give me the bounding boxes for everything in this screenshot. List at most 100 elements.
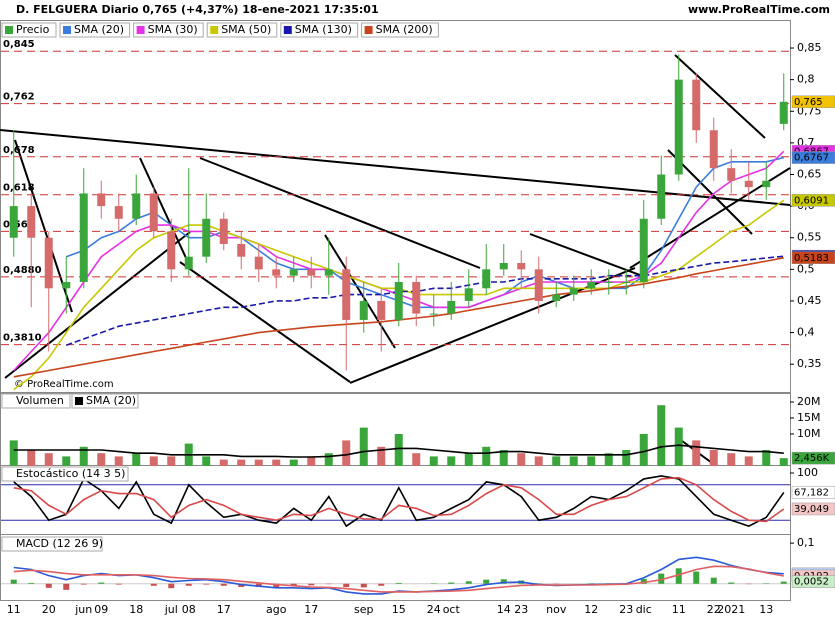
volume-bar bbox=[552, 456, 561, 466]
x-tick-label: 12 bbox=[584, 603, 598, 616]
y-tick-label: 0,4 bbox=[797, 326, 815, 339]
legend-box bbox=[206, 22, 278, 38]
legend-swatch bbox=[364, 26, 373, 34]
candle-body bbox=[377, 300, 386, 320]
legend-box bbox=[1, 466, 129, 482]
volume-bar bbox=[289, 459, 298, 466]
candle-body bbox=[342, 269, 351, 320]
value-tag bbox=[791, 251, 835, 265]
histogram-bar bbox=[63, 583, 70, 590]
candle-body bbox=[412, 281, 421, 314]
candle-body bbox=[394, 281, 403, 320]
volume-bar bbox=[569, 456, 578, 466]
candle-body bbox=[709, 130, 718, 169]
histogram-bar bbox=[710, 577, 717, 584]
value-tag bbox=[791, 95, 835, 109]
sma-line bbox=[66, 255, 784, 346]
volume-bar bbox=[394, 434, 403, 466]
candle-body bbox=[429, 313, 438, 315]
histogram-bar bbox=[220, 583, 227, 586]
value-tag-label: 0,6091 bbox=[794, 195, 829, 206]
x-tick-label: ago bbox=[266, 603, 287, 616]
candle-body bbox=[604, 281, 613, 283]
candle-body bbox=[219, 218, 228, 245]
histogram-bar bbox=[658, 573, 665, 584]
legend-swatch bbox=[5, 26, 13, 34]
legend-box bbox=[59, 22, 131, 38]
histogram-bar bbox=[80, 583, 87, 585]
volume-sma-line bbox=[13, 444, 784, 458]
volume-bar bbox=[744, 456, 753, 466]
x-tick-label: 13 bbox=[759, 603, 773, 616]
histogram-bar bbox=[45, 583, 52, 588]
y-tick-label: 10M bbox=[797, 427, 821, 440]
candle-body bbox=[779, 101, 788, 124]
x-tick-label: 22 bbox=[707, 603, 721, 616]
legend-swatch bbox=[210, 26, 219, 34]
volume-bar bbox=[114, 456, 123, 466]
legend-label: SMA (50) bbox=[221, 23, 271, 36]
volume-bar bbox=[412, 453, 421, 466]
candle-body bbox=[762, 180, 771, 188]
legend-label: SMA (20) bbox=[86, 394, 136, 407]
legend-box bbox=[1, 393, 71, 409]
histogram-bar bbox=[98, 582, 105, 584]
histogram-bar bbox=[465, 581, 472, 584]
x-tick-label: 20 bbox=[42, 603, 56, 616]
candle-body bbox=[622, 281, 631, 283]
value-tag-label: 67,182 bbox=[794, 487, 829, 498]
volume-bar bbox=[779, 458, 788, 466]
x-tick-label: 18 bbox=[129, 603, 143, 616]
x-tick-label: 11 bbox=[672, 603, 686, 616]
volume-bar bbox=[62, 456, 71, 466]
volume-bar bbox=[27, 450, 36, 466]
volume-bar bbox=[272, 459, 281, 466]
candle-body bbox=[674, 79, 683, 175]
candle-body bbox=[324, 269, 333, 276]
volume-bar bbox=[587, 456, 596, 466]
histogram-bar bbox=[378, 583, 385, 586]
candle-body bbox=[202, 218, 211, 257]
histogram-bar bbox=[28, 582, 35, 584]
chart-title: D. FELGUERA Diario 0,765 (+4,37%) 18-ene… bbox=[16, 3, 379, 16]
candle-body bbox=[79, 193, 88, 282]
x-tick-label: sep bbox=[354, 603, 373, 616]
x-tick-label: 17 bbox=[217, 603, 231, 616]
legend-label: SMA (130) bbox=[295, 23, 352, 36]
histogram-bar bbox=[115, 583, 122, 585]
y-tick-label: 100 bbox=[797, 466, 818, 479]
candle-body bbox=[692, 79, 701, 131]
legend-box bbox=[280, 22, 359, 38]
level-label: 0,3810 bbox=[3, 333, 42, 344]
x-tick-label: 23 bbox=[619, 603, 633, 616]
histogram-bar bbox=[360, 583, 367, 588]
volume-bar bbox=[44, 453, 53, 466]
volume-bar bbox=[517, 453, 526, 466]
candle-body bbox=[62, 281, 71, 289]
legend-swatch bbox=[63, 26, 71, 34]
level-label: 0,678 bbox=[3, 145, 35, 156]
x-tick-label: jul bbox=[164, 603, 178, 616]
y-tick-label: 15M bbox=[797, 411, 821, 424]
volume-bar bbox=[254, 459, 263, 466]
value-tag-label: 39,049 bbox=[794, 504, 829, 515]
legend-label: MACD (12 26 9) bbox=[16, 537, 103, 550]
candle-body bbox=[517, 263, 526, 270]
histogram-bar bbox=[290, 583, 297, 586]
volume-bar bbox=[132, 453, 141, 466]
candle-body bbox=[132, 193, 141, 219]
level-label: 0,618 bbox=[3, 183, 35, 194]
candle-body bbox=[744, 180, 753, 188]
candle-body bbox=[727, 168, 736, 181]
candle-body bbox=[359, 300, 368, 320]
candle-body bbox=[114, 206, 123, 219]
histogram-bar bbox=[693, 571, 700, 584]
x-tick-label: 15 bbox=[392, 603, 406, 616]
volume-bar bbox=[307, 456, 316, 466]
histogram-bar bbox=[500, 579, 507, 584]
histogram-bar bbox=[675, 568, 682, 584]
x-tick-label: 23 bbox=[514, 603, 528, 616]
y-tick-label: 0,35 bbox=[797, 357, 822, 370]
histogram-bar bbox=[483, 579, 490, 584]
